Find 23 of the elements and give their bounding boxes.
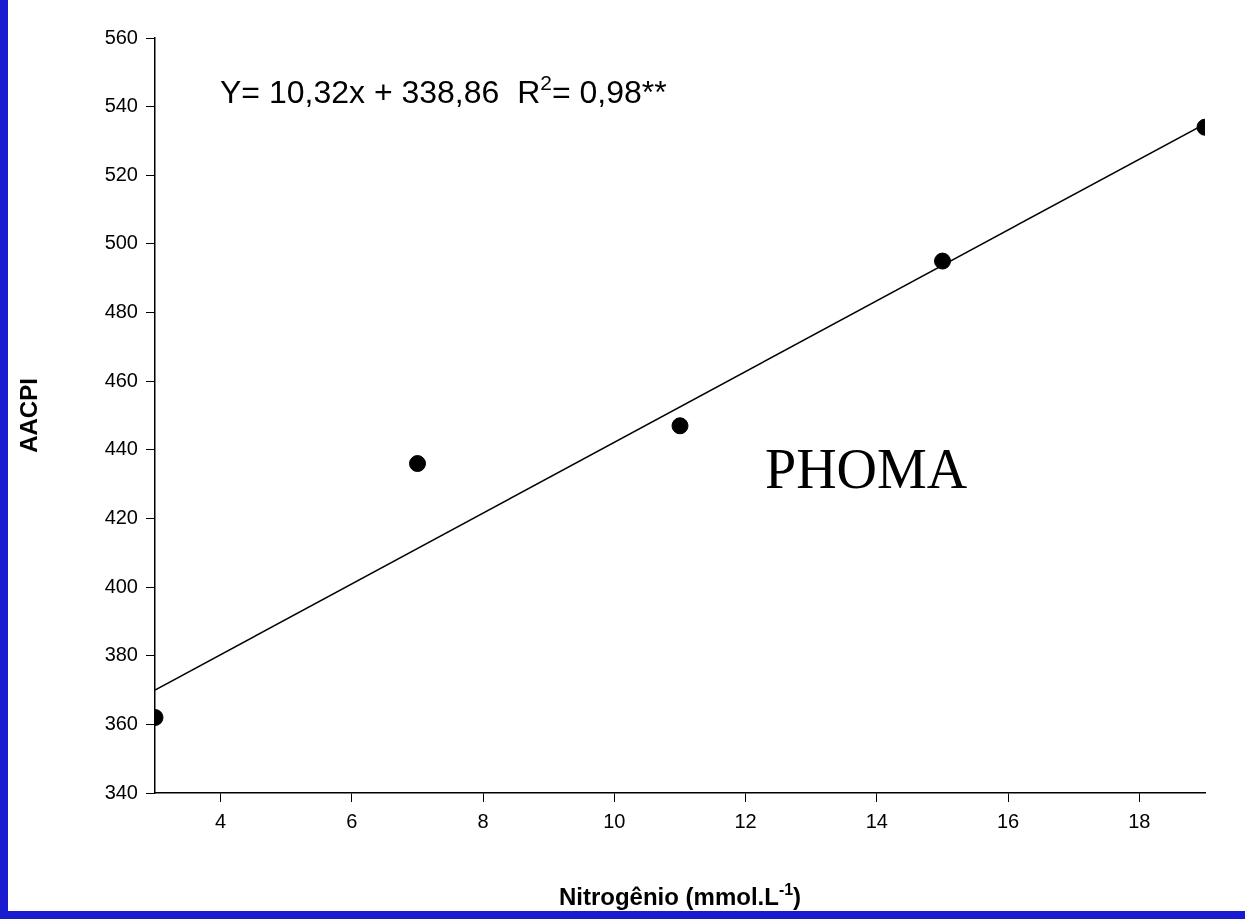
y-tick-label: 520 — [104, 162, 138, 185]
y-tick-label: 500 — [104, 231, 138, 254]
x-tick-label: 8 — [477, 809, 489, 832]
point — [671, 417, 689, 435]
y-tick-label: 440 — [104, 437, 138, 460]
y-tick-label: 460 — [104, 368, 138, 391]
x-tick-label: 18 — [1128, 809, 1151, 832]
y-tick-label: 340 — [104, 780, 138, 803]
x-tick-label: 4 — [215, 809, 227, 832]
y-tick-label: 400 — [104, 574, 138, 597]
y-tick-label: 380 — [104, 643, 138, 666]
y-tick-label: 420 — [104, 505, 138, 528]
y-tick-label: 540 — [104, 94, 138, 117]
y-tick-label: 560 — [104, 25, 138, 48]
y-tick-label: 480 — [104, 300, 138, 323]
x-tick-label: 6 — [346, 809, 358, 832]
x-tick-label: 14 — [865, 809, 888, 832]
y-axis-title: AACPI — [15, 378, 42, 453]
annotation: PHOMA — [765, 438, 968, 500]
x-tick-label: 10 — [603, 809, 626, 832]
y-tick-label: 360 — [104, 711, 138, 734]
x-tick-label: 16 — [997, 809, 1020, 832]
x-tick-label: 12 — [734, 809, 757, 832]
